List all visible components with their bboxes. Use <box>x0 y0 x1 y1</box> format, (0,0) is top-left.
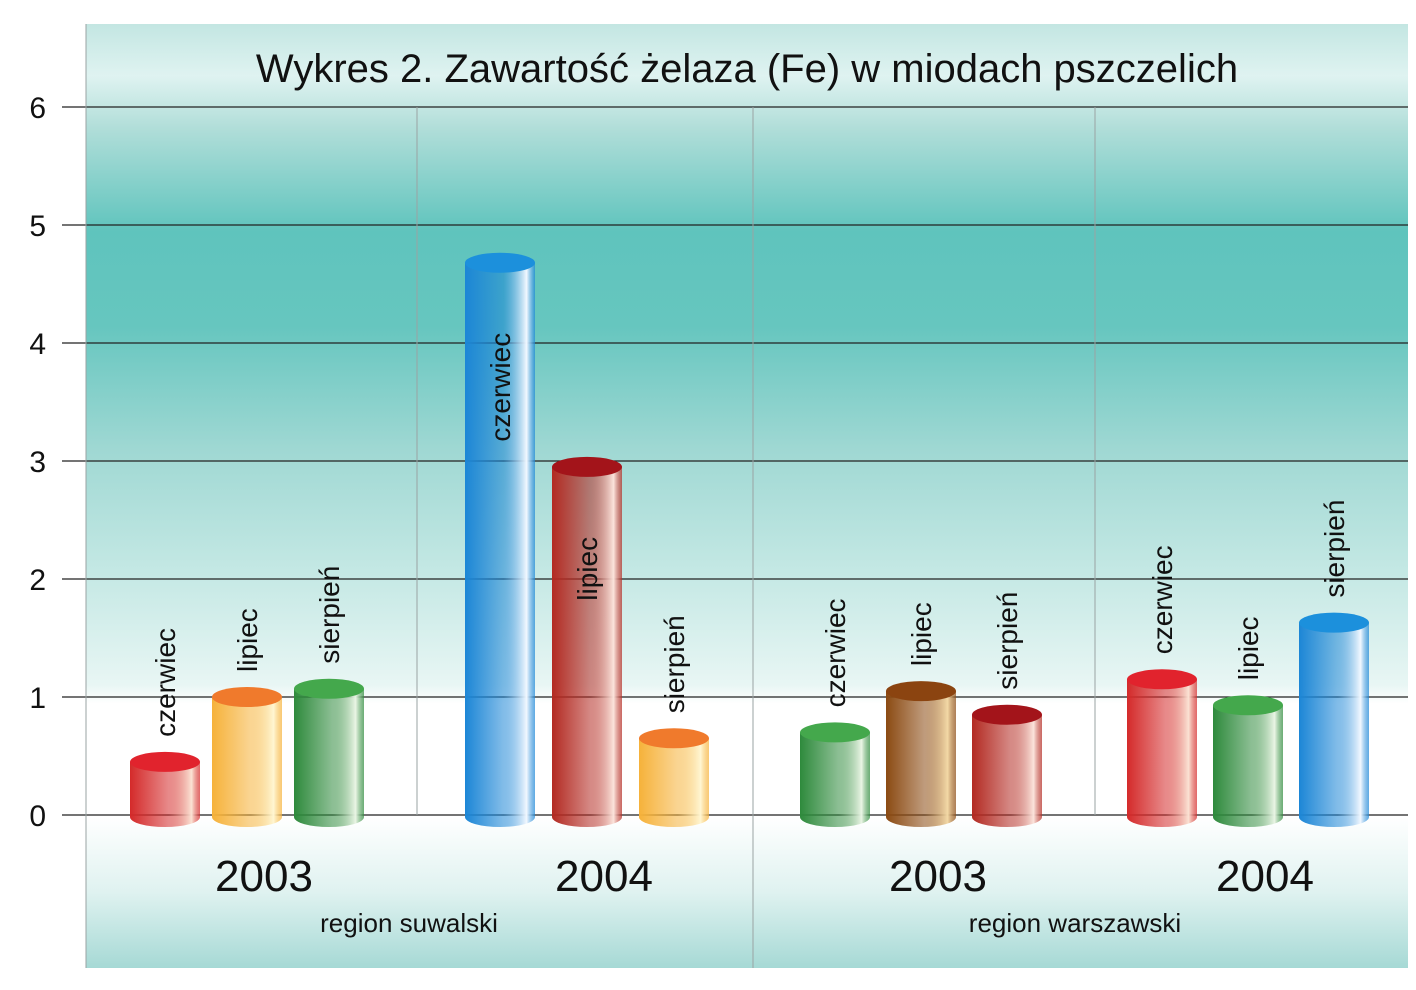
bar-label: lipiec <box>1233 616 1264 680</box>
bar-label: czerwiec <box>1147 545 1178 654</box>
bar-body <box>972 714 1042 827</box>
bar-label: czerwiec <box>485 333 516 442</box>
bar-cap <box>294 678 364 699</box>
bar: czerwiec <box>465 252 535 827</box>
bar-cap <box>1213 695 1283 716</box>
bar: lipiec <box>1213 616 1283 827</box>
region-label: region suwalski <box>320 908 498 938</box>
bar-body <box>294 688 364 827</box>
bar-label: sierpień <box>992 592 1023 690</box>
bar-cap <box>1299 612 1369 633</box>
bar-cap <box>886 681 956 702</box>
bar: lipiec <box>886 602 956 827</box>
bar-body <box>465 262 535 827</box>
year-label: 2004 <box>555 852 653 901</box>
bar-label: lipiec <box>572 537 603 601</box>
bar-cap <box>639 728 709 749</box>
bar-body <box>800 732 870 827</box>
bar-label: sierpień <box>1319 500 1350 598</box>
bar-label: czerwiec <box>150 628 181 737</box>
plot-background <box>86 24 1408 968</box>
bar: sierpień <box>639 615 709 827</box>
y-tick-label: 0 <box>29 800 46 833</box>
bar: czerwiec <box>1127 545 1197 827</box>
bar-cap <box>212 687 282 707</box>
group-separators <box>85 24 1096 968</box>
y-tick-label: 3 <box>29 446 46 479</box>
bar-body <box>886 691 956 827</box>
bar-label: sierpień <box>659 615 690 713</box>
bar-body <box>639 738 709 827</box>
grid-lines <box>62 106 1408 816</box>
bar-cap <box>465 252 535 273</box>
bar-body <box>1213 705 1283 827</box>
y-tick-label: 5 <box>29 210 46 243</box>
bar-body <box>552 466 622 827</box>
year-label: 2003 <box>889 852 987 901</box>
bar-body <box>130 761 200 827</box>
bars: czerwiec lipiec sierpień czerwiec lipiec sier… <box>130 252 1369 827</box>
bar-label: sierpień <box>314 566 345 664</box>
bar-label: czerwiec <box>820 598 851 707</box>
year-label: 2004 <box>1216 852 1314 901</box>
region-label: region warszawski <box>969 908 1181 938</box>
bar-cap <box>1127 669 1197 690</box>
bar-label: lipiec <box>232 608 263 672</box>
bar: sierpień <box>294 566 364 827</box>
bar: czerwiec <box>130 628 200 827</box>
bar-label: lipiec <box>906 602 937 666</box>
y-tick-label: 6 <box>29 92 46 125</box>
y-tick-label: 2 <box>29 564 46 597</box>
bar: lipiec <box>212 608 282 827</box>
bar-body <box>212 697 282 827</box>
bar-cap <box>800 722 870 743</box>
bar: sierpień <box>1299 500 1369 827</box>
bar: lipiec <box>552 456 622 827</box>
x-axis-labels: 2003 2004 2003 2004 region suwalski region wa… <box>215 852 1314 938</box>
bar: czerwiec <box>800 598 870 827</box>
bar-cap <box>972 704 1042 725</box>
y-tick-label: 1 <box>29 682 46 715</box>
chart-title: Wykres 2. Zawartość żelaza (Fe) w miodac… <box>256 47 1238 91</box>
bar-body <box>1127 679 1197 827</box>
y-axis-ticks: 0 1 2 3 4 5 6 <box>29 92 46 833</box>
bar-cap <box>130 751 200 772</box>
year-label: 2003 <box>215 852 313 901</box>
bar-cap <box>552 456 622 477</box>
y-tick-label: 4 <box>29 328 46 361</box>
bar: sierpień <box>972 592 1042 827</box>
bar-body <box>1299 622 1369 827</box>
